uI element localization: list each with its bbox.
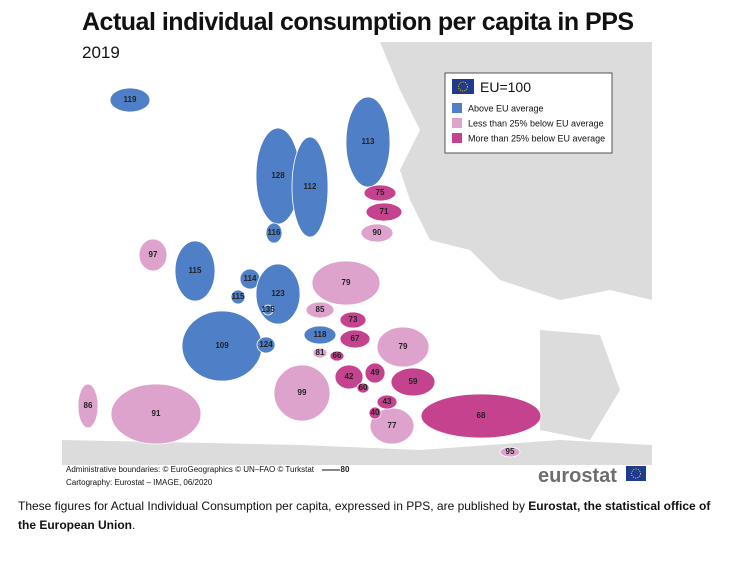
country-region bbox=[265, 222, 283, 244]
country-value: 79 bbox=[399, 342, 408, 351]
country-region bbox=[329, 350, 345, 362]
country-region bbox=[345, 96, 391, 188]
country-value: 42 bbox=[345, 372, 354, 381]
footer-end: . bbox=[132, 518, 136, 532]
regions bbox=[77, 87, 542, 458]
legend-swatch bbox=[452, 118, 462, 128]
country-value: 68 bbox=[477, 411, 486, 420]
legend: EU=100 Above EU average Less than 25% bel… bbox=[444, 72, 613, 154]
country-region bbox=[110, 383, 202, 445]
footer-bold: Eurostat, the statistical office of the … bbox=[18, 499, 711, 532]
country-value: 124 bbox=[259, 340, 273, 349]
country-value: 123 bbox=[271, 289, 285, 298]
country-region bbox=[368, 406, 382, 420]
country-value: 114 bbox=[244, 274, 257, 283]
legend-swatch bbox=[452, 103, 462, 113]
country-region bbox=[273, 364, 331, 422]
legend-label: Less than 25% below EU average bbox=[468, 119, 604, 129]
country-region bbox=[360, 223, 394, 243]
eu-stars bbox=[458, 81, 468, 92]
country-value: 71 bbox=[380, 207, 389, 216]
country-region bbox=[303, 325, 337, 345]
country-region bbox=[230, 289, 246, 305]
country-region bbox=[339, 311, 367, 329]
country-value: 118 bbox=[314, 330, 327, 339]
country-value: 60 bbox=[359, 383, 368, 392]
country-region bbox=[312, 347, 328, 359]
country-region bbox=[138, 238, 168, 272]
eu-flag bbox=[452, 79, 474, 94]
country-region bbox=[376, 326, 430, 368]
country-value: 40 bbox=[371, 408, 380, 417]
country-value: 99 bbox=[298, 388, 307, 397]
country-region bbox=[339, 329, 371, 349]
country-value: 85 bbox=[316, 305, 325, 314]
country-value: 112 bbox=[304, 182, 317, 191]
country-value: 43 bbox=[383, 397, 392, 406]
country-value: 66 bbox=[333, 351, 342, 360]
footer-text: These figures for Actual Individual Cons… bbox=[18, 499, 529, 513]
logo: eurostat bbox=[538, 465, 617, 487]
map: 119 128 112 113 115 116 114 123 115 135 118 109 124 9… bbox=[62, 8, 652, 487]
country-region bbox=[356, 382, 370, 394]
country-region bbox=[262, 304, 274, 316]
country-value: 80 bbox=[341, 465, 350, 474]
title: Actual individual consumption per capita… bbox=[82, 8, 634, 36]
legend-label: More than 25% below EU average bbox=[468, 134, 605, 144]
country-value: 115 bbox=[232, 292, 245, 301]
country-region bbox=[174, 240, 216, 302]
country-region bbox=[499, 446, 521, 458]
footer: These figures for Actual Individual Cons… bbox=[18, 497, 718, 535]
country-region bbox=[376, 394, 398, 410]
country-value: 67 bbox=[351, 334, 360, 343]
country-value: 49 bbox=[371, 368, 380, 377]
country-value: 77 bbox=[388, 421, 397, 430]
country-value: 75 bbox=[376, 188, 385, 197]
country-value: 109 bbox=[215, 341, 229, 350]
legend-label: Above EU average bbox=[468, 104, 544, 114]
country-value: 97 bbox=[149, 250, 158, 259]
country-value: 116 bbox=[268, 228, 281, 237]
logo-flag bbox=[626, 466, 646, 481]
labels: 119 128 112 113 115 116 114 123 115 135 118 109 124 9… bbox=[84, 95, 515, 474]
country-region bbox=[364, 362, 386, 384]
land-south bbox=[62, 440, 652, 465]
country-region bbox=[256, 336, 276, 354]
legend-items: Above EU average Less than 25% below EU a… bbox=[452, 103, 605, 144]
credit: Administrative boundaries: © EuroGeograp… bbox=[66, 465, 315, 474]
country-value: 119 bbox=[124, 95, 137, 104]
country-region bbox=[420, 393, 542, 439]
country-value: 90 bbox=[373, 228, 382, 237]
country-value: 95 bbox=[506, 447, 515, 456]
country-region bbox=[334, 364, 364, 390]
country-value: 115 bbox=[189, 266, 202, 275]
country-region bbox=[291, 136, 329, 238]
country-region bbox=[77, 383, 99, 429]
land-southeast bbox=[540, 330, 620, 440]
credit: Cartography: Eurostat – IMAGE, 06/2020 bbox=[66, 478, 213, 487]
legend-swatch bbox=[452, 133, 462, 143]
subtitle: 2019 bbox=[82, 43, 120, 62]
country-value: 73 bbox=[349, 315, 358, 324]
country-value: 113 bbox=[362, 137, 375, 146]
country-value: 79 bbox=[342, 278, 351, 287]
country-region bbox=[363, 184, 397, 202]
country-value: 135 bbox=[261, 305, 275, 314]
country-region bbox=[109, 87, 151, 113]
country-value: 86 bbox=[84, 401, 93, 410]
country-region bbox=[390, 367, 436, 397]
country-value: 128 bbox=[271, 171, 285, 180]
country-region bbox=[311, 260, 381, 306]
country-value: 59 bbox=[409, 377, 418, 386]
logo-stars bbox=[631, 468, 641, 479]
country-region bbox=[365, 202, 403, 222]
country-value: 91 bbox=[152, 409, 161, 418]
legend-title: EU=100 bbox=[480, 79, 531, 95]
country-region bbox=[305, 301, 335, 319]
country-value: 81 bbox=[316, 348, 325, 357]
